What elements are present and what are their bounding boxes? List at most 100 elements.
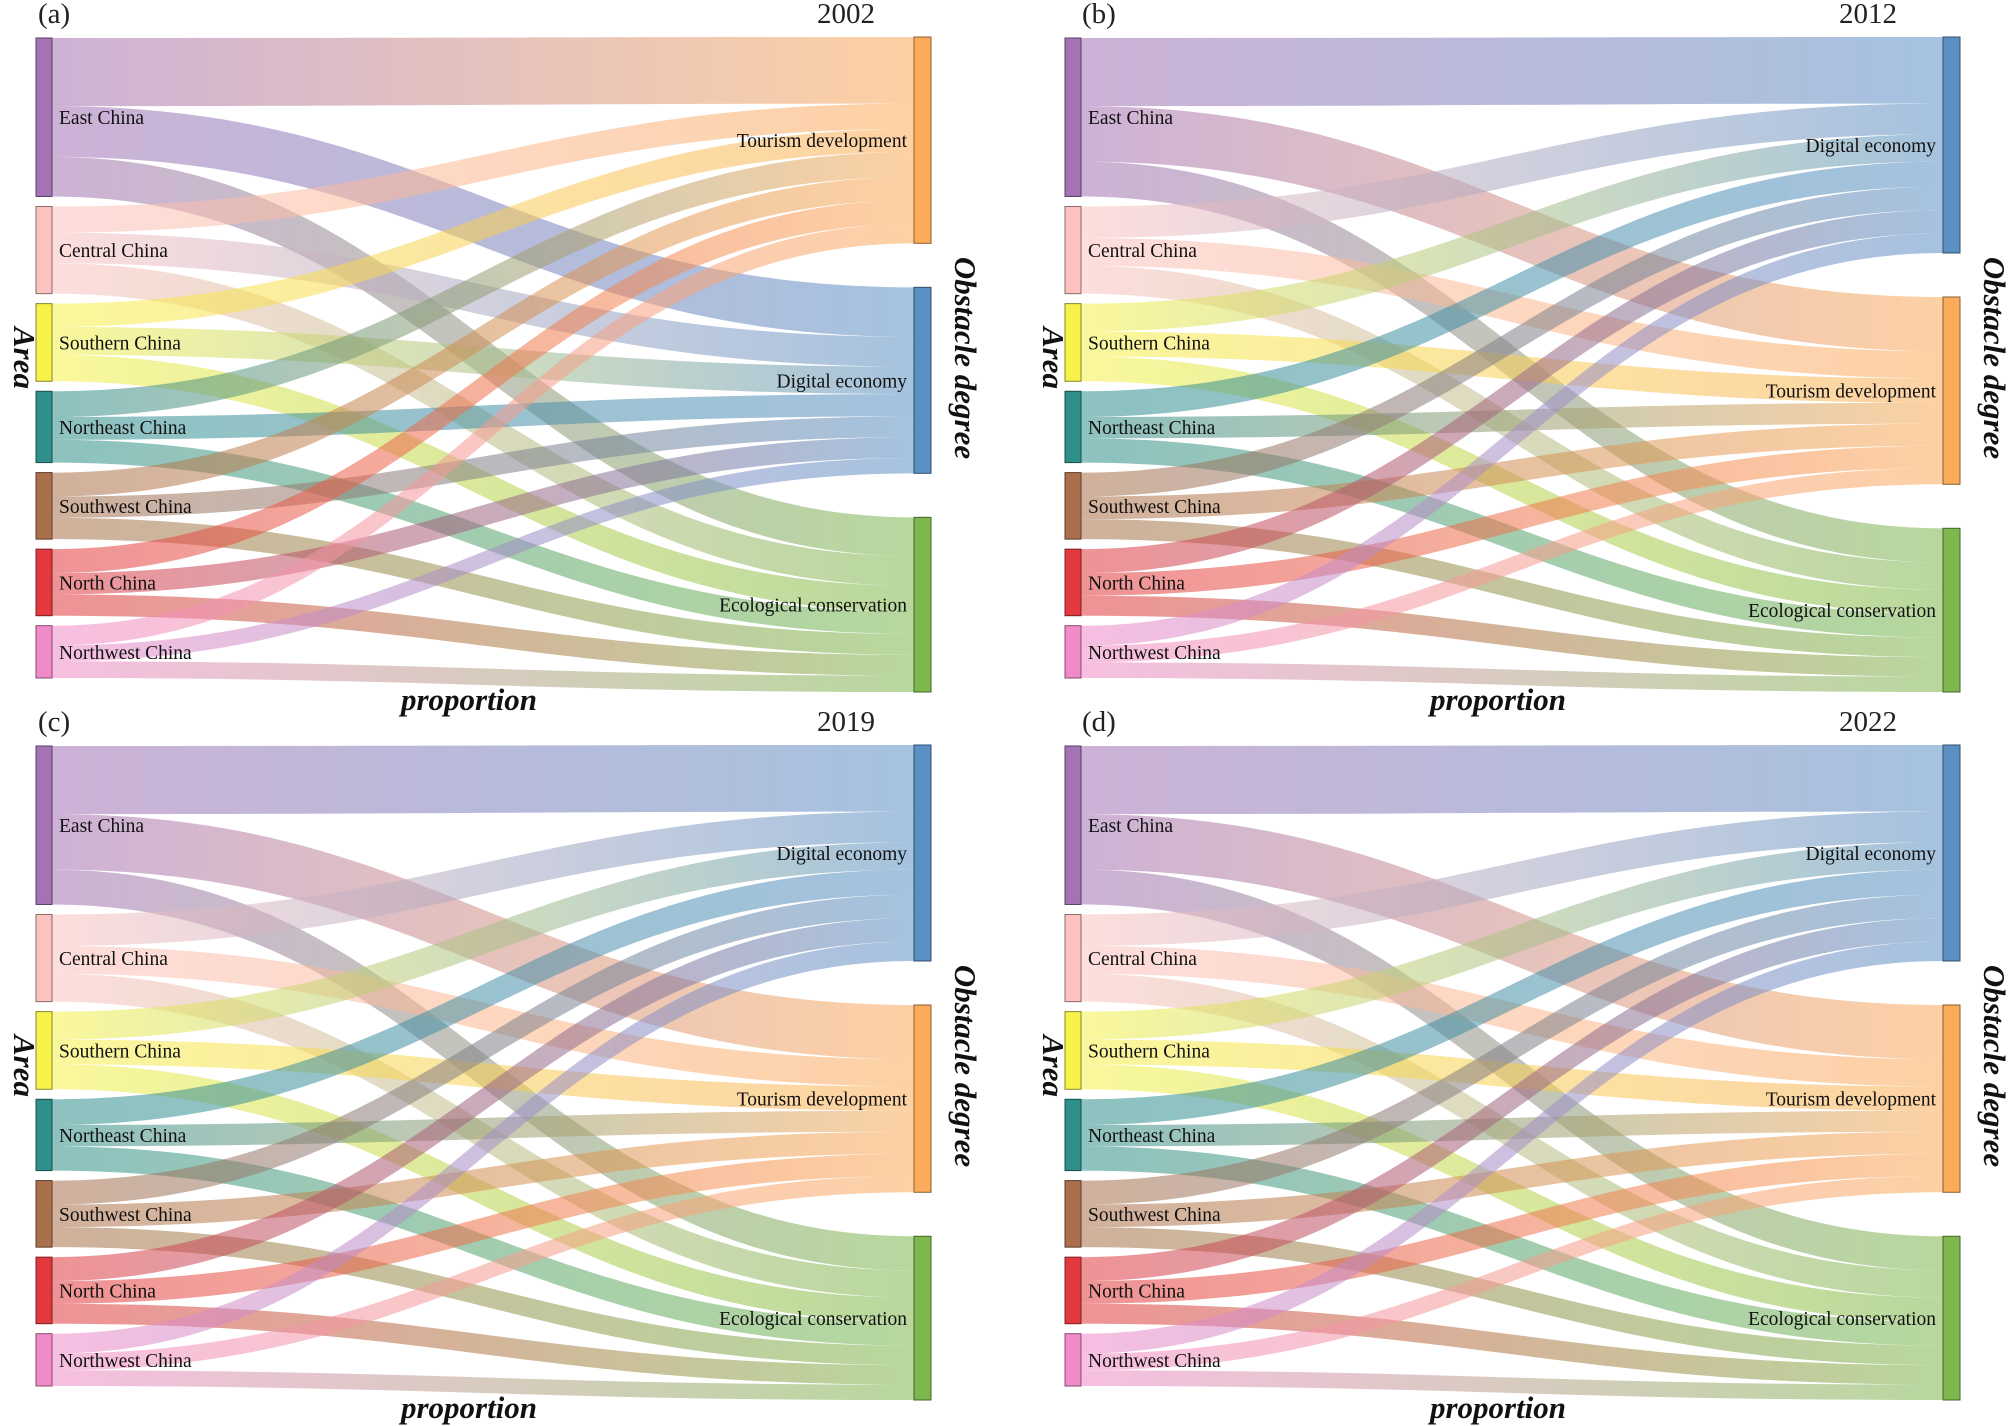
axis-title-obstacle-degree: Obstacle degree [948, 257, 983, 460]
source-node-northwest-china [1064, 625, 1082, 679]
sankey-panel-d: East China Central China Southern China Nor… [1064, 744, 1961, 1401]
source-label-central-china: Central China [59, 241, 168, 262]
source-label-east-china: East China [59, 816, 144, 837]
source-node-central-china [35, 205, 53, 295]
link-east-china-to-tourism-development [52, 37, 914, 107]
source-node-east-china [35, 37, 53, 197]
link-southwest-china-to-tourism-development [1081, 423, 1943, 520]
link-southern-china-to-digital-economy [52, 842, 914, 1040]
links [52, 745, 914, 1400]
axis-title-area: Area [1036, 1033, 1071, 1097]
source-label-southwest-china: Southwest China [1088, 497, 1221, 518]
link-north-china-to-digital-economy [52, 918, 914, 1282]
link-northeast-china-to-ecological-conservation [52, 439, 914, 634]
link-northwest-china-to-tourism-development [1081, 467, 1943, 663]
link-southwest-china-to-ecological-conservation [1081, 519, 1943, 658]
link-northwest-china-to-digital-economy [1081, 233, 1943, 646]
link-southern-china-to-ecological-conservation [1081, 356, 1943, 614]
link-east-china-to-digital-economy [1081, 37, 1943, 107]
link-southwest-china-to-tourism-development [52, 177, 914, 497]
source-node-east-china [1064, 37, 1082, 197]
target-label-digital-economy: Digital economy [1805, 844, 1936, 865]
link-southern-china-to-digital-economy [1081, 842, 1943, 1040]
target-node-tourism-development [1942, 296, 1961, 485]
source-label-north-china: North China [59, 1281, 156, 1302]
link-east-china-to-digital-economy [1081, 745, 1943, 815]
target-label-ecological-conservation: Ecological conservation [719, 596, 907, 617]
target-label-tourism-development: Tourism development [1766, 382, 1937, 403]
link-northwest-china-to-digital-economy [1081, 941, 1943, 1354]
source-label-northeast-china: Northeast China [59, 418, 187, 439]
link-southern-china-to-ecological-conservation [52, 1064, 914, 1322]
link-central-china-to-tourism-development [1081, 945, 1943, 1087]
link-southern-china-to-digital-economy [52, 326, 914, 395]
target-label-digital-economy: Digital economy [776, 371, 907, 392]
source-node-central-china [1064, 913, 1082, 1003]
sankey-panel-a: East China Central China Southern China Nor… [35, 36, 932, 693]
source-label-north-china: North China [1088, 1281, 1185, 1302]
source-label-central-china: Central China [1088, 949, 1197, 970]
source-label-east-china: East China [59, 108, 144, 129]
source-label-northeast-china: Northeast China [1088, 418, 1216, 439]
source-label-southwest-china: Southwest China [59, 497, 192, 518]
panel-letter: (d) [1082, 706, 1116, 738]
link-north-china-to-tourism-development [1081, 1153, 1943, 1304]
target-node-digital-economy [913, 744, 932, 962]
axis-title-obstacle-degree: Obstacle degree [1977, 257, 2008, 460]
source-label-southern-china: Southern China [59, 1041, 181, 1062]
link-southwest-china-to-digital-economy [1081, 894, 1943, 1205]
source-node-northeast-china [1064, 390, 1082, 464]
source-node-north-china [35, 1256, 53, 1325]
link-central-china-to-digital-economy [1081, 811, 1943, 946]
source-node-northwest-china [1064, 1333, 1082, 1387]
link-northwest-china-to-tourism-development [1081, 1175, 1943, 1371]
link-northeast-china-to-ecological-conservation [52, 1146, 914, 1346]
link-central-china-to-tourism-development [52, 945, 914, 1087]
source-node-north-china [35, 548, 53, 617]
link-central-china-to-tourism-development [52, 103, 914, 233]
source-label-northwest-china: Northwest China [59, 1351, 192, 1372]
source-label-northwest-china: Northwest China [1088, 1351, 1221, 1372]
target-node-ecological-conservation [913, 1235, 932, 1401]
link-southern-china-to-tourism-development [52, 1039, 914, 1111]
source-node-northeast-china [1064, 1098, 1082, 1172]
axis-title-area: Area [7, 325, 42, 389]
axis-title-proportion: proportion [398, 682, 537, 717]
target-node-tourism-development [913, 36, 932, 244]
link-southern-china-to-tourism-development [1081, 331, 1943, 403]
link-northwest-china-to-ecological-conservation [52, 1370, 914, 1400]
panel-year: 2012 [1839, 0, 1897, 30]
source-label-east-china: East China [1088, 108, 1173, 129]
target-node-ecological-conservation [1942, 527, 1961, 693]
link-southwest-china-to-digital-economy [52, 894, 914, 1205]
target-label-ecological-conservation: Ecological conservation [719, 1309, 907, 1330]
sankey-panel-c: East China Central China Southern China Nor… [35, 744, 932, 1401]
target-node-tourism-development [913, 1004, 932, 1193]
source-node-north-china [1064, 548, 1082, 617]
link-southwest-china-to-tourism-development [1081, 1131, 1943, 1228]
target-label-ecological-conservation: Ecological conservation [1748, 601, 1936, 622]
source-node-southern-china [1064, 1011, 1082, 1090]
source-label-central-china: Central China [1088, 241, 1197, 262]
source-label-southern-china: Southern China [59, 333, 181, 354]
target-label-digital-economy: Digital economy [1805, 136, 1936, 157]
source-label-central-china: Central China [59, 949, 168, 970]
link-central-china-to-digital-economy [1081, 103, 1943, 238]
source-node-southern-china [35, 303, 53, 382]
link-southwest-china-to-ecological-conservation [52, 1227, 914, 1366]
source-label-northeast-china: Northeast China [59, 1126, 187, 1147]
target-node-tourism-development [1942, 1004, 1961, 1193]
link-northwest-china-to-ecological-conservation [52, 661, 914, 692]
axis-title-proportion: proportion [1427, 1390, 1566, 1425]
target-label-tourism-development: Tourism development [737, 131, 908, 152]
axis-title-proportion: proportion [1427, 682, 1566, 717]
link-southern-china-to-tourism-development [1081, 1039, 1943, 1111]
link-southwest-china-to-digital-economy [1081, 186, 1943, 497]
panel-letter: (a) [38, 0, 70, 30]
link-northwest-china-to-tourism-development [52, 223, 914, 646]
link-northeast-china-to-digital-economy [52, 394, 914, 440]
axis-title-obstacle-degree: Obstacle degree [948, 965, 983, 1168]
link-northeast-china-to-ecological-conservation [1081, 1146, 1943, 1346]
target-node-digital-economy [1942, 744, 1961, 962]
